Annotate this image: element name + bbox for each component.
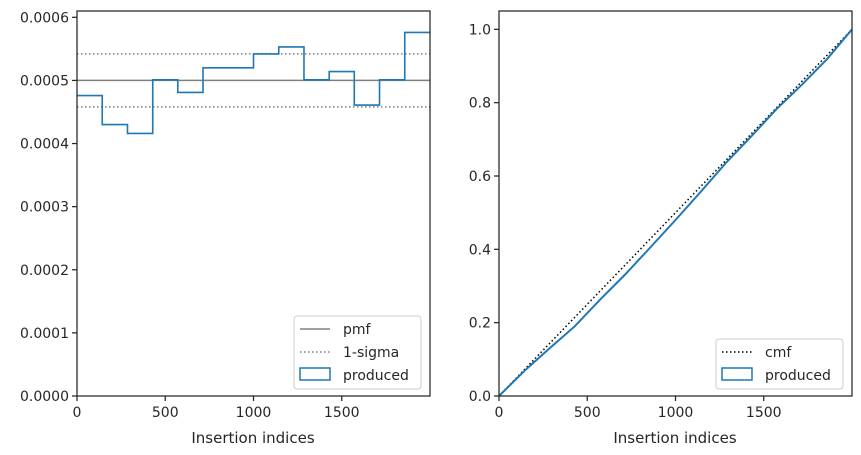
right-y-ticks: 0.0 0.2 0.4 0.6 0.8 1.0	[469, 22, 499, 405]
left-y-ticks: 0.0000 0.0001 0.0002 0.0003 0.0004 0.0005 0.00…	[20, 10, 77, 405]
legend-1-sigma-label: 1-sigma	[343, 345, 399, 361]
left-chart: 0 500 1000 1500 0.00000.00010.00020.00030.0…	[20, 10, 431, 447]
produced-step-line	[77, 31, 430, 135]
right-x-tick-label: 500	[574, 405, 601, 421]
left-y-tick-label: 0.0004	[20, 137, 69, 153]
legend-produced-label-right: produced	[765, 368, 831, 384]
right-y-tick-label: 0.2	[469, 316, 491, 332]
right-x-tick-label: 1000	[658, 405, 694, 421]
right-x-tick-label: 0	[495, 405, 504, 421]
right-x-axis-label: Insertion indices	[613, 429, 736, 447]
right-legend-box	[715, 338, 844, 390]
right-y-tick-label: 0.4	[469, 242, 491, 258]
legend-pmf-label: pmf	[343, 322, 372, 338]
left-x-ticks: 0 500 1000 1500	[73, 396, 360, 421]
left-x-axis-label: Insertion indices	[191, 429, 314, 447]
left-legend: pmf 1-sigma produced	[293, 315, 422, 390]
right-y-tick-label: 1.0	[469, 22, 491, 38]
right-y-tick-label: 0.8	[469, 96, 491, 112]
left-x-tick-label: 1500	[324, 405, 360, 421]
left-y-tick-label: 0.0000	[20, 389, 69, 405]
right-y-tick-label: 0.0	[469, 389, 491, 405]
legend-produced-label: produced	[343, 368, 409, 384]
produced-cumulative-line	[498, 28, 853, 397]
right-legend: cmf produced	[715, 338, 844, 390]
left-y-tick-label: 0.0001	[20, 326, 69, 342]
legend-cmf-label: cmf	[765, 345, 792, 361]
left-y-tick-label: 0.0006	[20, 10, 69, 26]
left-legend-box	[293, 315, 422, 390]
right-y-tick-label: 0.6	[469, 169, 491, 185]
right-x-tick-label: 1500	[746, 405, 782, 421]
legend-produced-swatch	[299, 367, 331, 381]
cmf-line	[498, 28, 853, 397]
right-x-ticks: 0 500 1000 1500	[495, 396, 782, 421]
legend-produced-swatch-right	[721, 367, 753, 381]
left-x-tick-label: 1000	[236, 405, 272, 421]
right-chart: 0 500 1000 1500 0.0 0.2 0.4 0.6 0.8 1.0 Insertio…	[469, 10, 853, 447]
left-y-tick-label: 0.0002	[20, 263, 69, 279]
left-y-tick-label: 0.0003	[20, 200, 69, 216]
right-series	[498, 28, 853, 397]
left-x-tick-label: 500	[152, 405, 179, 421]
left-y-tick-label: 0.0005	[20, 73, 69, 89]
left-x-tick-label: 0	[73, 405, 82, 421]
left-produced-series	[77, 31, 430, 135]
